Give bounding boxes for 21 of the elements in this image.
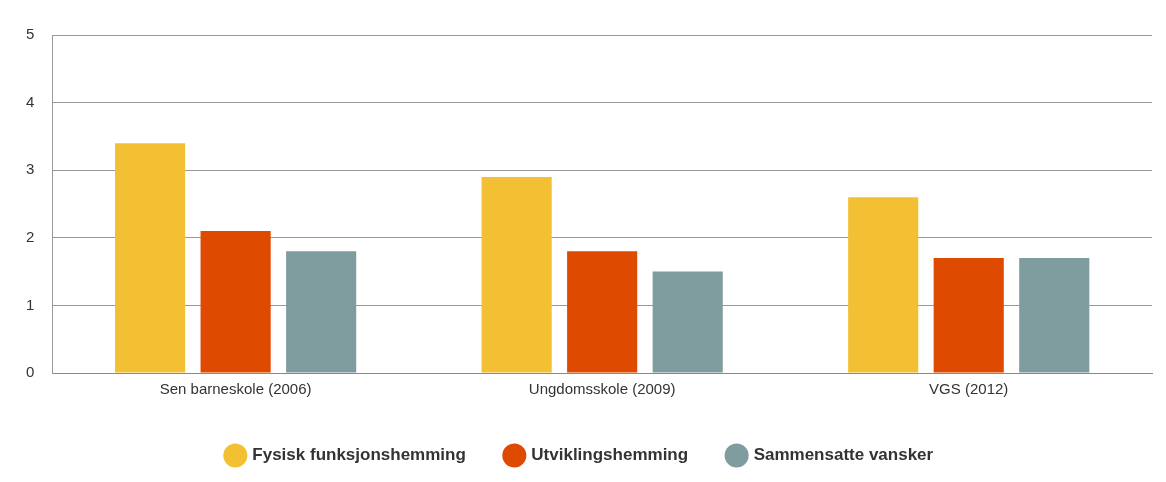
y-tick-label: 3: [26, 160, 35, 178]
bar: [200, 231, 271, 373]
bar: [848, 197, 919, 373]
bar: [286, 251, 357, 373]
bar: [567, 251, 638, 373]
bar: [652, 271, 723, 373]
y-tick-label: 4: [26, 92, 35, 110]
bar: [115, 143, 186, 373]
bar: [481, 176, 552, 373]
x-tick-label: Ungdomsskole (2009): [528, 380, 676, 398]
y-tick-label: 2: [26, 227, 35, 245]
x-tick-label: VGS (2012): [929, 380, 1009, 398]
bar: [1019, 258, 1090, 373]
legend-label: Utviklingshemming: [531, 445, 689, 465]
y-tick-label: 5: [26, 25, 35, 43]
y-tick-label: 1: [26, 295, 35, 313]
x-tick-label: Sen barneskole (2006): [159, 380, 312, 398]
y-tick-label: 0: [26, 363, 35, 381]
legend-label: Sammensatte vansker: [753, 445, 934, 465]
bar: [933, 258, 1004, 373]
legend-label: Fysisk funksjonshemming: [252, 445, 466, 465]
